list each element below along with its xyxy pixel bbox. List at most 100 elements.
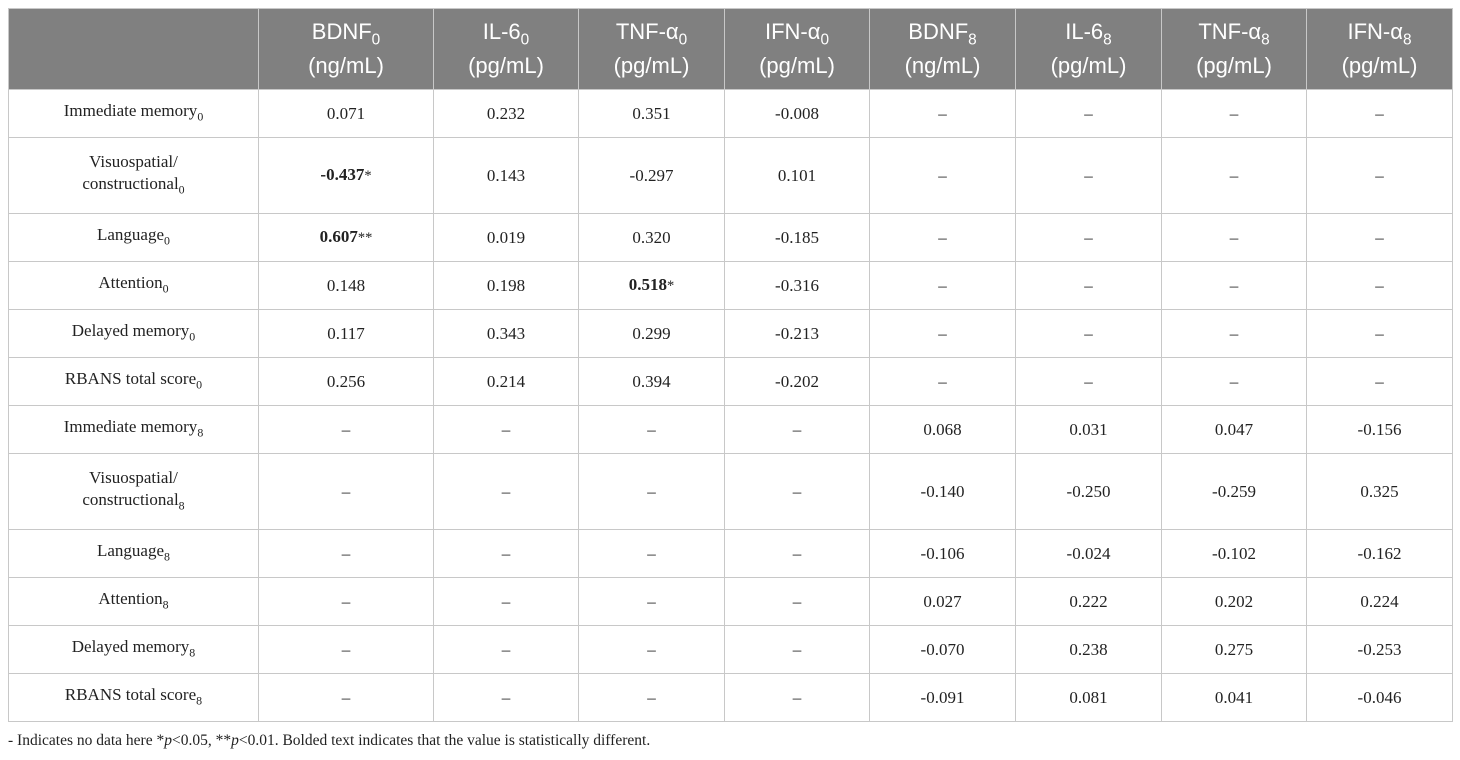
table-row: Delayed memory0 0.117 0.343 0.299 -0.213 – – – – xyxy=(8,309,1453,358)
table-cell: 0.047 xyxy=(1161,405,1307,454)
row-label-text: Visuospatial/ constructional xyxy=(82,467,179,509)
table-cell: 0.081 xyxy=(1015,673,1162,722)
column-name: BDNF xyxy=(908,18,969,44)
cell-value: 0.320 xyxy=(632,227,671,247)
cell-value: – xyxy=(501,591,511,611)
table-head: BDNF0 (ng/mL) IL-60 (pg/mL) TNF-α0 (pg/mL) IFN… xyxy=(8,8,1453,90)
table-cell: -0.213 xyxy=(724,309,870,358)
row-label: Language8 xyxy=(8,529,259,578)
column-name: BDNF xyxy=(311,18,372,44)
table-cell: 0.518* xyxy=(578,261,725,310)
row-label-text: Immediate memory xyxy=(63,100,198,120)
cell-value: 0.198 xyxy=(486,275,526,295)
table-cell: – xyxy=(1015,213,1162,262)
table-cell: -0.185 xyxy=(724,213,870,262)
cell-value: -0.316 xyxy=(775,275,819,295)
cell-value: -0.259 xyxy=(1212,481,1256,501)
cell-value: 0.031 xyxy=(1069,419,1108,439)
table-row: Language8 – – – – -0.106 -0.024 -0.102 -0.162 xyxy=(8,529,1453,578)
column-unit: (ng/mL) xyxy=(904,53,981,79)
column-subscript: 8 xyxy=(1402,31,1412,49)
cell-value: – xyxy=(938,165,947,185)
table-cell: 0.202 xyxy=(1161,577,1307,626)
column-header: IL-60 (pg/mL) xyxy=(433,8,579,90)
column-unit: (pg/mL) xyxy=(1050,53,1127,79)
row-label-text: Immediate memory xyxy=(63,416,198,436)
cell-value: -0.091 xyxy=(920,687,965,707)
cell-value: 0.202 xyxy=(1214,591,1254,611)
column-subscript: 8 xyxy=(1103,31,1112,49)
cell-value: – xyxy=(792,481,802,501)
table-cell: – xyxy=(1306,89,1453,138)
table-cell: – xyxy=(258,405,434,454)
table-row: Delayed memory8 – – – – -0.070 0.238 0.275 -0.25… xyxy=(8,625,1453,674)
cell-value: -0.213 xyxy=(775,323,819,343)
column-header: IL-68 (pg/mL) xyxy=(1015,8,1162,90)
table-cell: – xyxy=(724,673,870,722)
cell-value: -0.046 xyxy=(1357,687,1402,707)
cell-value: -0.253 xyxy=(1357,639,1402,659)
row-label-text: RBANS total score xyxy=(64,684,197,704)
row-label: RBANS total score0 xyxy=(8,357,259,406)
cell-value: -0.102 xyxy=(1212,543,1256,563)
cell-value: – xyxy=(792,591,802,611)
cell-value: 0.238 xyxy=(1069,639,1108,659)
table-cell: – xyxy=(724,453,870,530)
row-subscript: 8 xyxy=(197,425,204,440)
row-subscript: 0 xyxy=(178,182,185,197)
cell-value: – xyxy=(341,687,351,707)
row-label: Immediate memory0 xyxy=(8,89,259,138)
table-cell: – xyxy=(578,577,725,626)
table-cell: 0.027 xyxy=(869,577,1016,626)
row-subscript: 0 xyxy=(162,281,169,296)
cell-value: 0.068 xyxy=(923,419,962,439)
cell-value: – xyxy=(938,227,947,247)
row-subscript: 0 xyxy=(189,329,196,344)
row-label: Attention8 xyxy=(8,577,259,626)
table-cell: – xyxy=(433,405,579,454)
column-name: IL-6 xyxy=(482,18,521,44)
cell-value: 0.343 xyxy=(486,323,526,343)
cell-value: 0.518 xyxy=(628,275,668,294)
table-cell: 0.343 xyxy=(433,309,579,358)
cell-value: 0.222 xyxy=(1069,591,1108,611)
column-unit: (pg/mL) xyxy=(759,53,835,79)
table-cell: – xyxy=(258,625,434,674)
table-cell: – xyxy=(578,673,725,722)
table-cell: – xyxy=(869,89,1016,138)
cell-value: – xyxy=(501,639,511,659)
cell-value: – xyxy=(938,371,947,391)
cell-value: – xyxy=(647,591,656,611)
row-subscript: 8 xyxy=(189,645,196,660)
cell-value: -0.297 xyxy=(629,165,674,185)
cell-value: – xyxy=(792,687,802,707)
table-row: Attention8 – – – – 0.027 0.222 0.202 0.224 xyxy=(8,577,1453,626)
cell-value: – xyxy=(1084,275,1093,295)
table-cell: 0.224 xyxy=(1306,577,1453,626)
table-cell: 0.325 xyxy=(1306,453,1453,530)
table-row: Visuospatial/ constructional0 -0.437* 0.14… xyxy=(8,137,1453,214)
table-cell: – xyxy=(1161,213,1307,262)
row-label-text: Attention xyxy=(98,272,163,292)
cell-value: – xyxy=(1229,323,1239,343)
significance-mark: * xyxy=(364,168,372,184)
cell-value: – xyxy=(938,103,947,123)
cell-value: – xyxy=(1375,371,1384,391)
row-label-text: Language xyxy=(97,540,165,560)
row-label-text: Visuospatial/ constructional xyxy=(82,151,179,193)
cell-value: 0.117 xyxy=(327,323,365,343)
column-subscript: 8 xyxy=(968,31,977,49)
row-label-text: Delayed memory xyxy=(71,636,190,656)
row-label: RBANS total score8 xyxy=(8,673,259,722)
cell-value: 0.071 xyxy=(326,103,366,123)
cell-value: – xyxy=(341,639,351,659)
table-row: Immediate memory0 0.071 0.232 0.351 -0.008 – –… xyxy=(8,89,1453,138)
cell-value: – xyxy=(341,591,351,611)
table-row: Immediate memory8 – – – – 0.068 0.031 0.047 -0.1… xyxy=(8,405,1453,454)
table-cell: 0.068 xyxy=(869,405,1016,454)
table-cell: – xyxy=(1015,89,1162,138)
cell-value: 0.019 xyxy=(486,227,526,247)
significance-mark: ** xyxy=(357,230,373,246)
row-label: Language0 xyxy=(8,213,259,262)
